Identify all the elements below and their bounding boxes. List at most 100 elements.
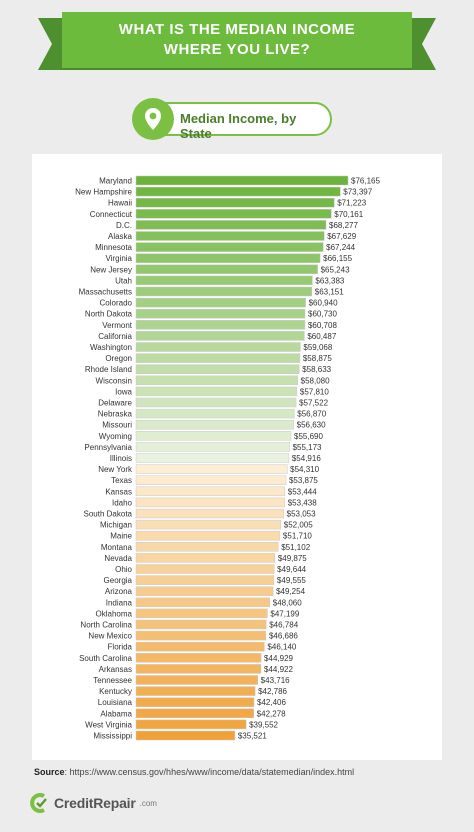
category-label: New York: [98, 465, 133, 474]
category-label: Virginia: [105, 254, 132, 263]
bar: [135, 431, 292, 441]
category-label: Washington: [90, 343, 132, 352]
value-label: $58,633: [302, 365, 331, 374]
bar: [135, 342, 301, 352]
credit-repair-logo-icon: [30, 793, 47, 813]
value-label: $49,555: [277, 576, 306, 585]
value-label: $42,278: [257, 709, 286, 718]
bar: [135, 253, 321, 263]
bar: [135, 664, 262, 674]
category-label: Oklahoma: [96, 609, 133, 618]
bar: [135, 497, 285, 508]
bar: [135, 209, 332, 219]
header-title-line1: WHAT IS THE MEDIAN INCOME: [118, 21, 356, 38]
category-label: South Carolina: [79, 654, 132, 663]
value-label: $49,875: [278, 554, 307, 563]
category-label: Kansas: [105, 487, 132, 496]
category-label: North Carolina: [80, 621, 132, 630]
value-label: $51,710: [283, 532, 312, 541]
category-label: Montana: [101, 543, 133, 552]
category-label: Connecticut: [90, 210, 133, 219]
brand-name: CreditRepair: [54, 795, 136, 811]
bar: [135, 641, 265, 652]
bar: [135, 586, 274, 596]
bar: [135, 286, 313, 297]
value-label: $52,005: [284, 521, 313, 530]
value-label: $42,786: [258, 687, 287, 696]
category-label: Idaho: [112, 498, 133, 507]
category-label: Georgia: [104, 576, 133, 585]
value-label: $59,068: [303, 343, 332, 352]
bar: [135, 175, 349, 186]
category-label: Maine: [110, 532, 132, 541]
value-label: $35,521: [238, 732, 267, 741]
bar-chart: Maryland $76,165 New Hampshire $73,397 Hawai…: [75, 175, 380, 741]
category-label: Nevada: [104, 554, 132, 563]
value-label: $43,716: [261, 676, 290, 685]
bar: [135, 331, 305, 341]
bar: [135, 375, 298, 386]
bar: [135, 364, 300, 374]
category-label: Missouri: [102, 421, 132, 430]
value-label: $55,173: [293, 443, 322, 452]
category-label: Massachusetts: [79, 288, 132, 297]
bar: [135, 408, 295, 419]
value-label: $57,522: [299, 399, 328, 408]
category-label: Iowa: [115, 387, 132, 396]
value-label: $55,690: [294, 432, 323, 441]
category-label: Tennessee: [93, 676, 132, 685]
value-label: $60,730: [308, 310, 337, 319]
category-label: Texas: [111, 476, 132, 485]
category-label: Rhode Island: [85, 365, 132, 374]
bar: [135, 464, 288, 474]
bar: [135, 619, 267, 630]
value-label: $46,686: [269, 632, 298, 641]
chart-card: Maryland $76,165 New Hampshire $73,397 Hawai…: [32, 154, 442, 760]
bar: [135, 542, 279, 552]
value-label: $68,277: [329, 221, 358, 230]
value-label: $44,922: [264, 665, 293, 674]
header-banner: WHAT IS THE MEDIAN INCOME WHERE YOU LIVE…: [62, 12, 412, 68]
value-label: $53,438: [288, 498, 317, 507]
bar: [135, 575, 275, 585]
category-label: Indiana: [106, 598, 133, 607]
value-label: $66,155: [323, 254, 352, 263]
bar: [135, 675, 258, 685]
value-label: $67,629: [327, 232, 356, 241]
source-url: : https://www.census.gov/hhes/www/income…: [64, 767, 355, 777]
bar: [135, 486, 286, 497]
category-label: Oregon: [105, 354, 132, 363]
bar: [135, 519, 282, 530]
value-label: $54,310: [290, 465, 319, 474]
value-label: $42,406: [257, 698, 286, 707]
bar: [135, 442, 290, 452]
value-label: $48,060: [273, 598, 302, 607]
category-label: Colorado: [100, 299, 133, 308]
brand: CreditRepair .com: [30, 793, 157, 813]
category-label: Florida: [108, 643, 133, 652]
bar: [135, 653, 262, 663]
category-label: Minnesota: [95, 243, 132, 252]
brand-tld: .com: [139, 798, 157, 808]
bar: [135, 719, 247, 730]
category-label: Michigan: [100, 521, 132, 530]
bar: [135, 597, 271, 608]
header-ribbon: WHAT IS THE MEDIAN INCOME WHERE YOU LIVE…: [38, 8, 436, 74]
bar: [135, 320, 306, 330]
bar: [135, 608, 268, 619]
value-label: $54,916: [292, 454, 321, 463]
category-label: Alabama: [100, 709, 132, 718]
category-label: Mississippi: [93, 732, 132, 741]
category-label: Vermont: [102, 321, 133, 330]
category-label: Alaska: [108, 232, 133, 241]
value-label: $67,244: [326, 243, 355, 252]
category-label: Nebraska: [98, 410, 133, 419]
category-label: North Dakota: [85, 310, 133, 319]
category-label: Arkansas: [99, 665, 132, 674]
map-pin-icon: [132, 98, 174, 140]
bar: [135, 186, 341, 197]
value-label: $44,929: [264, 654, 293, 663]
bar: [135, 264, 318, 275]
bar: [135, 275, 313, 286]
category-label: Louisiana: [98, 698, 133, 707]
